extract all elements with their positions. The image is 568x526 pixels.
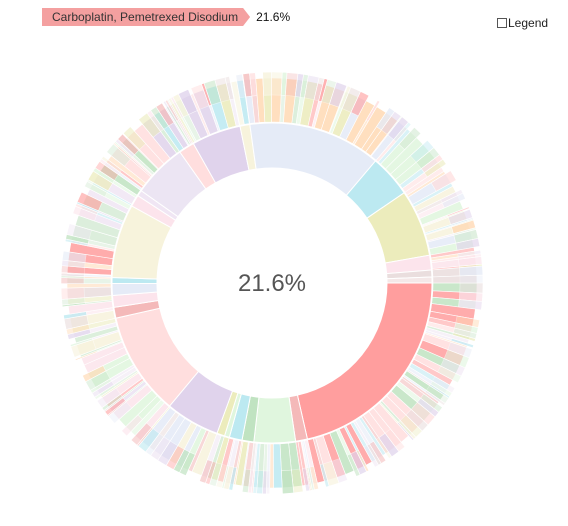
legend-toggle[interactable]: Legend — [497, 16, 548, 30]
center-percentage-label: 21.6% — [238, 270, 306, 297]
sunburst-subsegment[interactable] — [271, 71, 283, 96]
sunburst-subsegment[interactable] — [432, 275, 478, 284]
sunburst-subsegment[interactable] — [60, 277, 85, 284]
sunburst-subsegment[interactable] — [262, 71, 272, 96]
legend-label: Legend — [508, 16, 549, 30]
sunburst-subsegment[interactable] — [459, 282, 484, 294]
sunburst-subsegment[interactable] — [459, 274, 484, 284]
sunburst-subsegment[interactable] — [281, 469, 295, 495]
sunburst-subsegment[interactable] — [60, 287, 85, 300]
outer-ring-group — [60, 71, 484, 495]
sunburst-subsegment[interactable] — [459, 265, 484, 277]
breadcrumb-item[interactable]: Carboplatin, Pemetrexed Disodium — [42, 8, 250, 26]
sunburst-subsegment[interactable] — [66, 283, 112, 289]
inner-ring-group — [111, 122, 433, 444]
breadcrumb: Carboplatin, Pemetrexed Disodium 21.6% — [42, 8, 290, 26]
sunburst-segment[interactable] — [253, 396, 297, 444]
breadcrumb-percentage: 21.6% — [256, 10, 291, 24]
sunburst-segment[interactable] — [386, 276, 433, 284]
legend-checkbox[interactable] — [497, 18, 507, 28]
